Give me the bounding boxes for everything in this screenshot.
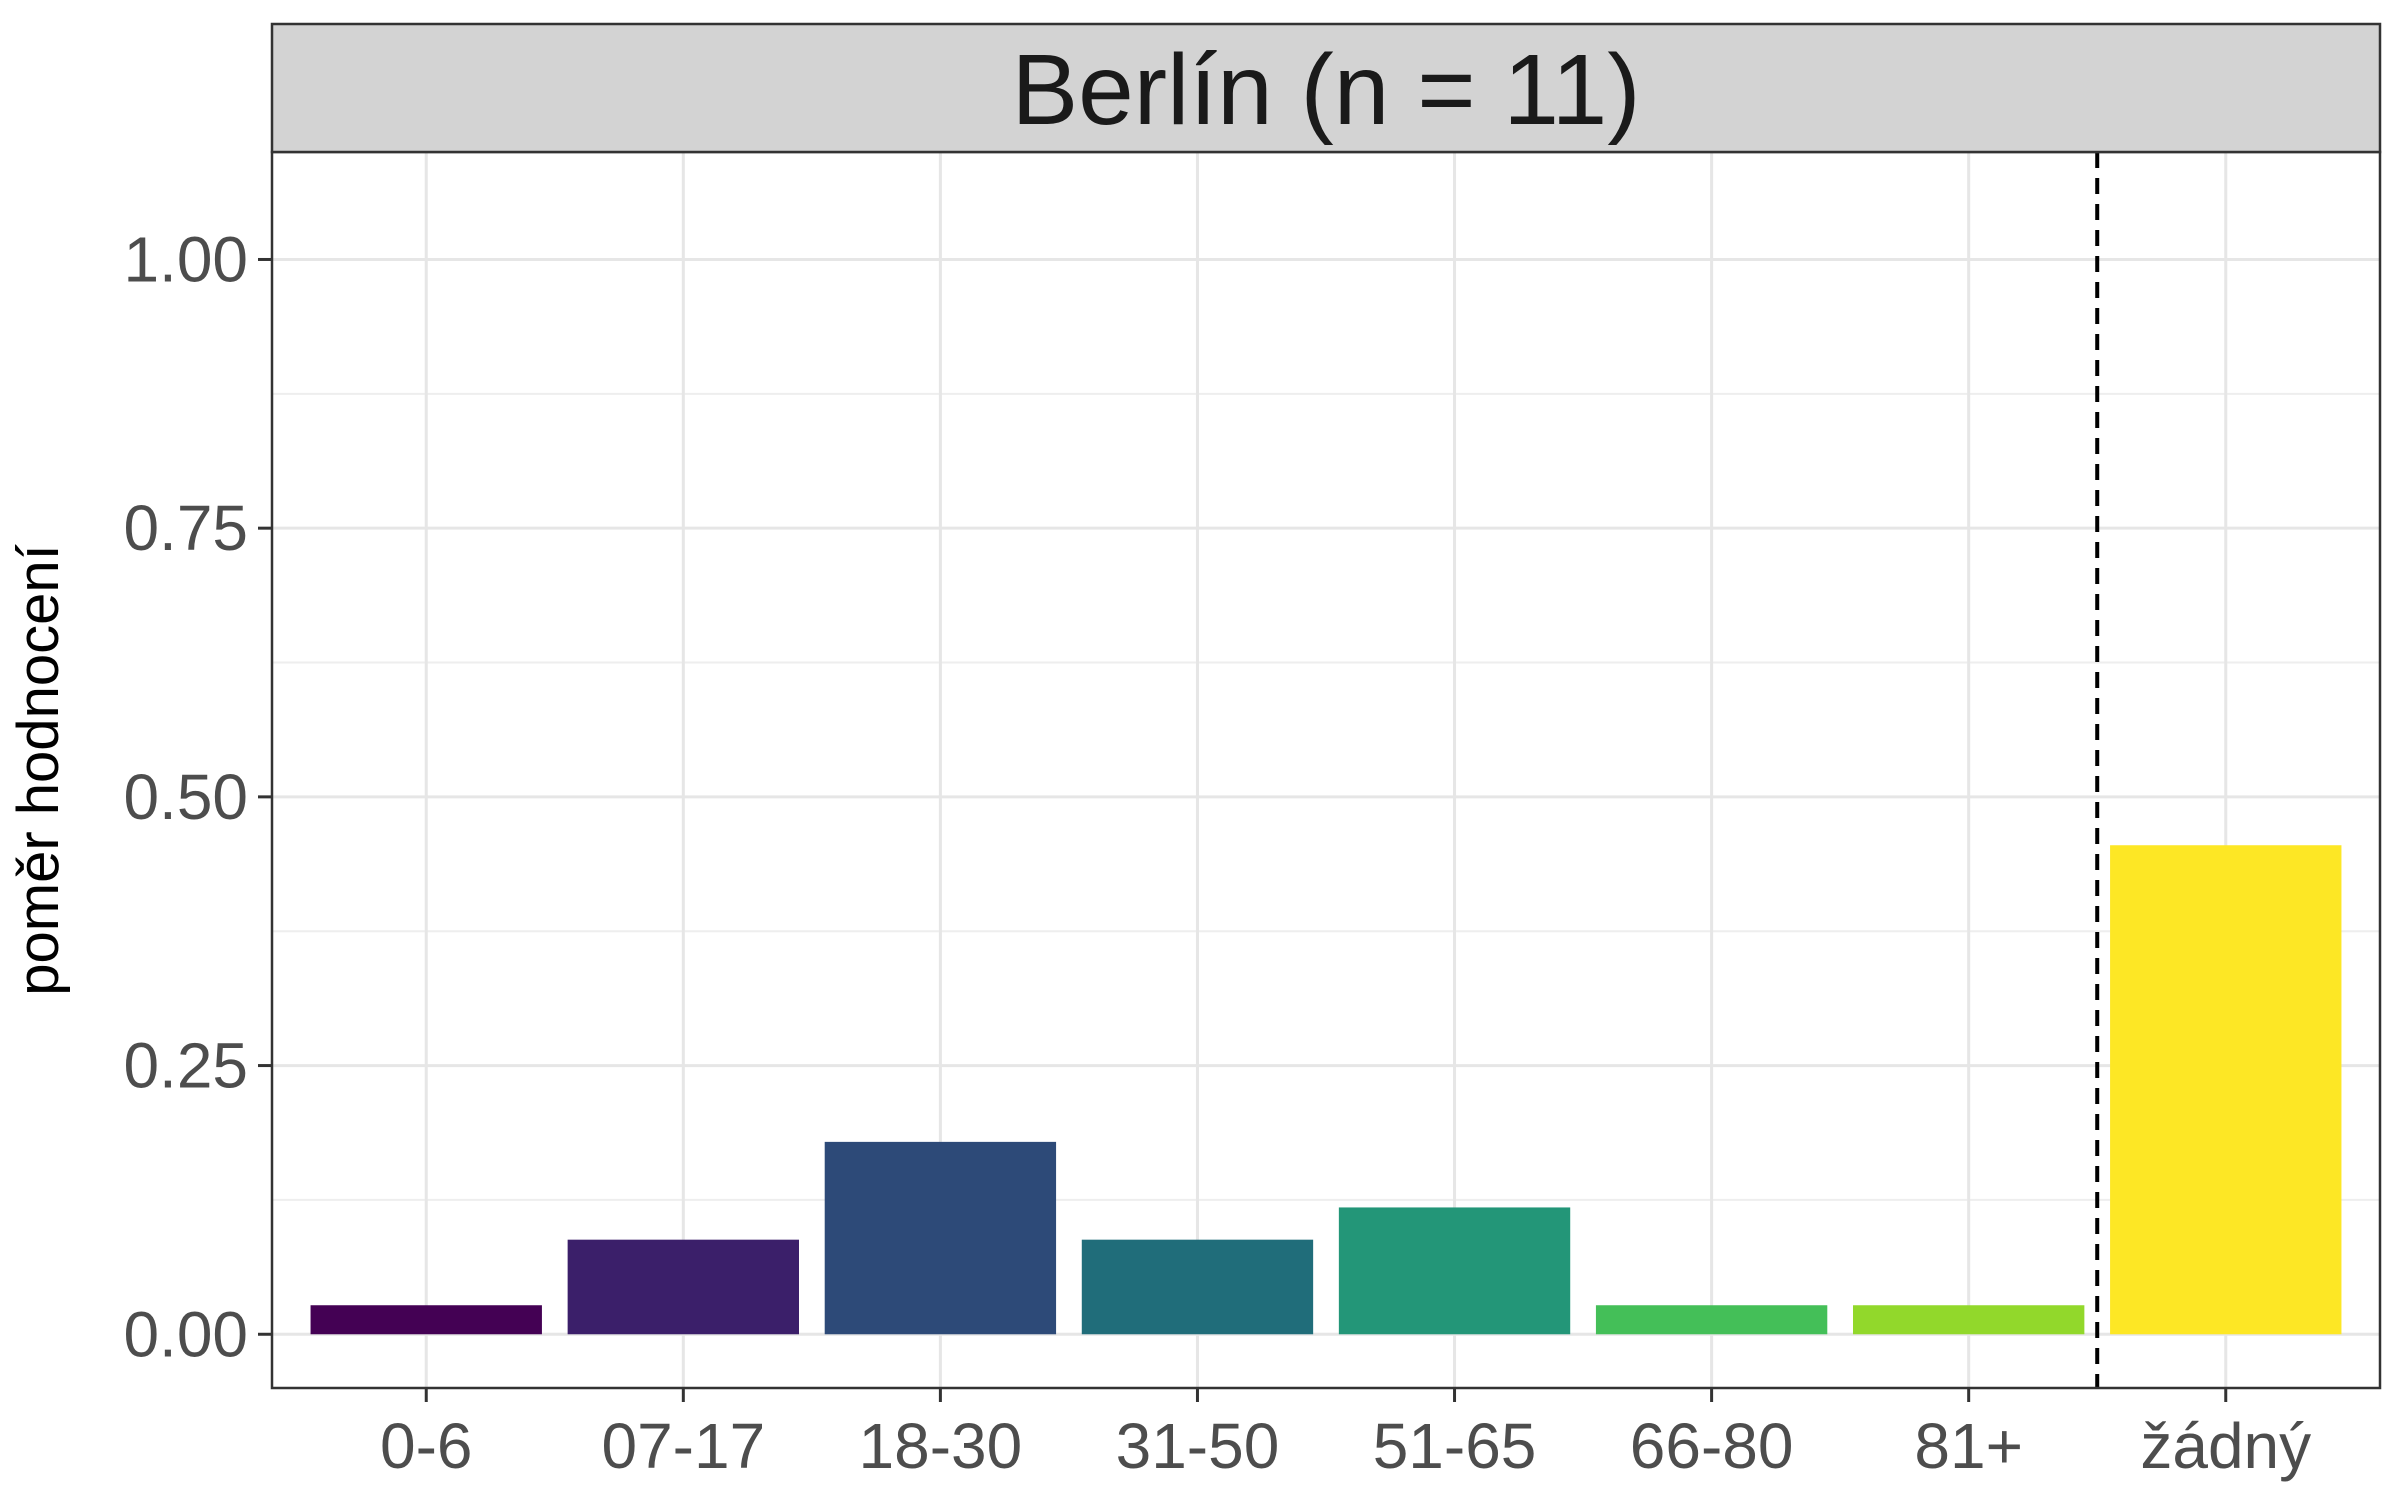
- bar-07-17: [568, 1240, 799, 1335]
- bar-0-6: [311, 1305, 542, 1334]
- y-tick-label: 0.75: [123, 492, 248, 564]
- x-tick-label: 31-50: [1116, 1410, 1280, 1482]
- bar-51-65: [1339, 1207, 1570, 1334]
- bar-81+: [1853, 1305, 2084, 1334]
- y-tick-label: 1.00: [123, 223, 248, 295]
- y-tick-label: 0.25: [123, 1030, 248, 1102]
- x-tick-label: 81+: [1914, 1410, 2023, 1482]
- y-tick-label: 0.00: [123, 1298, 248, 1370]
- x-tick-label: žádný: [2140, 1410, 2311, 1482]
- y-tick-label: 0.50: [123, 761, 248, 833]
- facet-strip-title: Berlín (n = 11): [1011, 34, 1640, 146]
- x-tick-label: 07-17: [601, 1410, 765, 1482]
- bar-66-80: [1596, 1305, 1827, 1334]
- bar-31-50: [1082, 1240, 1313, 1335]
- x-tick-label: 0-6: [380, 1410, 473, 1482]
- x-tick-label: 18-30: [859, 1410, 1023, 1482]
- bar-žádný: [2110, 845, 2341, 1334]
- panel-background: [272, 152, 2380, 1388]
- x-tick-label: 51-65: [1373, 1410, 1537, 1482]
- x-tick-label: 66-80: [1630, 1410, 1794, 1482]
- y-axis-title: poměr hodnocení: [6, 544, 71, 995]
- bar-18-30: [825, 1142, 1056, 1334]
